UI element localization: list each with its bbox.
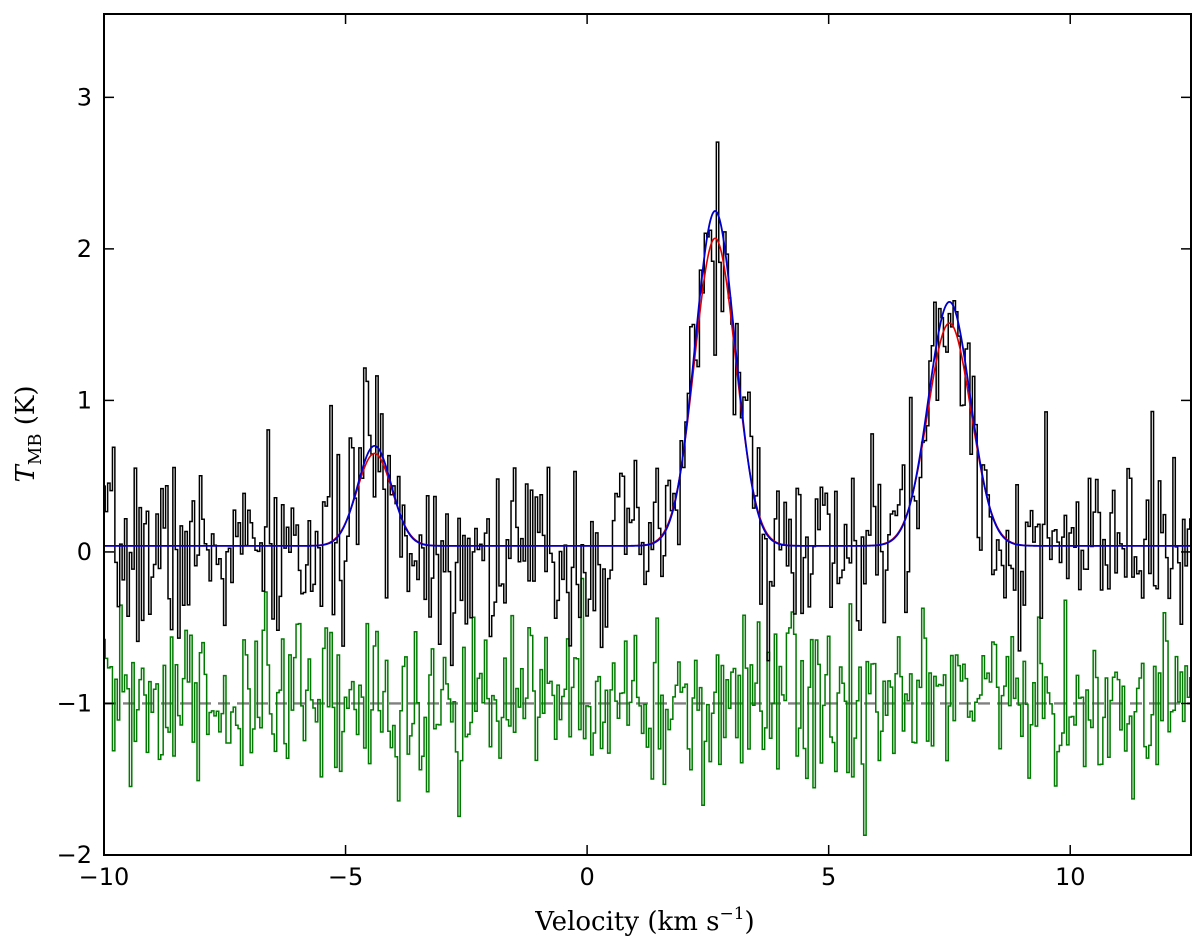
y-axis-ticks: −2 −1 0 1 2 3 [57, 83, 1191, 869]
residual-series-line [104, 577, 1191, 837]
y-tick-label: −1 [57, 689, 92, 717]
x-tick-label: −5 [328, 863, 363, 891]
x-tick-label: 0 [579, 863, 594, 891]
x-axis-ticks: −10 −5 0 5 10 [79, 14, 1086, 891]
fit-blue-series-line [104, 210, 1191, 547]
x-tick-label: 10 [1055, 863, 1086, 891]
x-axis-title: Velocity (km s−1) [534, 904, 754, 937]
y-tick-label: 2 [77, 235, 92, 263]
x-tick-label: 5 [821, 863, 836, 891]
x-tick-label: −10 [79, 863, 130, 891]
y-axis-title: TMB (K) [11, 386, 46, 483]
y-tick-label: 0 [77, 538, 92, 566]
spectrum-series-line [104, 141, 1191, 667]
y-tick-label: 1 [77, 386, 92, 414]
y-tick-label: 3 [77, 83, 92, 111]
plot-frame [103, 13, 1192, 856]
y-tick-label: −2 [57, 841, 92, 869]
